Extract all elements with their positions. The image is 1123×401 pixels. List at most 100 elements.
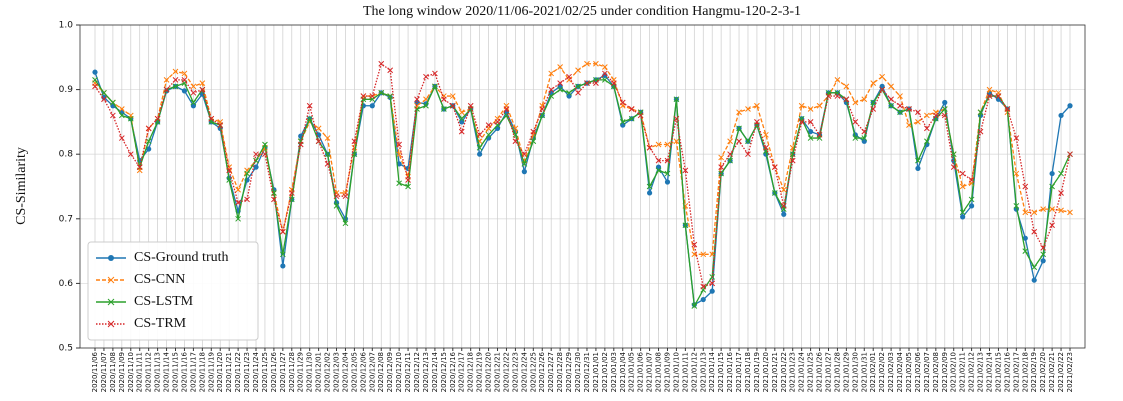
- point: [262, 141, 268, 148]
- point: [458, 128, 465, 135]
- point: [539, 106, 546, 112]
- point: [682, 222, 689, 229]
- point: [414, 96, 420, 103]
- point: [199, 80, 206, 86]
- point: [1058, 170, 1064, 177]
- point: [575, 83, 581, 90]
- point: [521, 161, 528, 167]
- point: [950, 151, 957, 158]
- point: [235, 215, 241, 222]
- x-tick-label: 2021/01/19: [753, 352, 761, 392]
- point: [1058, 112, 1064, 119]
- point: [861, 96, 868, 103]
- x-tick-label: 2020/12/11: [404, 352, 412, 392]
- point: [306, 102, 313, 109]
- point: [816, 131, 823, 138]
- x-tick-label: 2020/12/20: [485, 352, 493, 392]
- point: [485, 131, 492, 138]
- point: [253, 164, 259, 170]
- point: [351, 138, 358, 145]
- x-tick-label: 2020/12/13: [422, 352, 430, 392]
- x-tick-label: 2020/12/09: [386, 352, 394, 392]
- point: [915, 157, 921, 164]
- x-tick-label: 2020/12/16: [449, 351, 457, 392]
- point: [342, 193, 349, 200]
- point: [700, 283, 707, 290]
- point: [655, 141, 662, 148]
- chart-title: The long window 2020/11/06-2021/02/25 un…: [363, 4, 801, 19]
- point: [915, 119, 921, 125]
- point: [780, 186, 787, 193]
- point: [127, 115, 134, 122]
- point: [959, 170, 966, 177]
- point: [1040, 206, 1047, 212]
- point: [548, 70, 555, 77]
- point: [476, 131, 483, 138]
- point: [288, 190, 295, 196]
- point: [110, 112, 116, 119]
- point: [1040, 258, 1046, 264]
- x-tick-label: 2020/11/09: [118, 352, 126, 392]
- x-tick-label: 2021/01/08: [655, 352, 663, 392]
- point: [709, 288, 715, 294]
- point: [1022, 248, 1029, 254]
- point: [1022, 235, 1028, 241]
- x-tick-label: 2020/12/08: [377, 352, 385, 392]
- point: [280, 263, 286, 269]
- x-tick-label: 2020/12/21: [494, 352, 502, 392]
- x-tick-label: 2021/02/16: [1003, 351, 1011, 392]
- point: [798, 102, 805, 109]
- point: [253, 151, 259, 158]
- x-tick-label: 2020/11/12: [145, 352, 153, 392]
- point: [396, 151, 402, 158]
- point: [279, 251, 286, 258]
- x-tick-label: 2020/11/30: [306, 352, 314, 392]
- x-tick-label: 2021/01/26: [816, 351, 824, 392]
- point: [1067, 103, 1073, 109]
- x-tick-label: 2021/01/28: [833, 352, 841, 392]
- point: [1031, 228, 1038, 235]
- point: [306, 115, 313, 122]
- point: [557, 80, 563, 86]
- point: [1022, 183, 1029, 190]
- point: [1040, 251, 1047, 258]
- point: [575, 67, 581, 74]
- point: [163, 86, 170, 93]
- point: [324, 151, 331, 158]
- legend-label: CS-CNN: [134, 272, 185, 287]
- point: [977, 128, 984, 135]
- point: [969, 203, 975, 209]
- point: [646, 144, 653, 151]
- point: [253, 157, 259, 164]
- point: [1058, 190, 1064, 196]
- point: [870, 99, 877, 106]
- x-tick-label: 2021/02/22: [1057, 352, 1065, 392]
- point: [172, 77, 179, 83]
- legend-label: CS-TRM: [134, 316, 187, 331]
- point: [727, 157, 733, 164]
- point: [369, 93, 376, 99]
- legend-marker: [108, 255, 114, 261]
- point: [852, 135, 859, 141]
- x-tick-label: 2021/01/20: [762, 352, 770, 392]
- point: [637, 112, 644, 119]
- point: [664, 170, 671, 177]
- point: [602, 77, 608, 83]
- x-tick-label: 2021/01/31: [860, 352, 868, 392]
- point: [861, 135, 868, 141]
- point: [467, 102, 474, 109]
- point: [387, 67, 394, 74]
- legend-box: [87, 241, 259, 341]
- x-tick-label: 2021/02/15: [994, 352, 1002, 392]
- point: [458, 109, 465, 116]
- point: [226, 167, 233, 174]
- point: [190, 83, 197, 90]
- y-tick-label: 0.6: [59, 279, 74, 289]
- x-tick-label: 2020/12/01: [315, 352, 323, 392]
- x-tick-label: 2020/12/24: [520, 351, 528, 392]
- x-tick-label: 2021/01/04: [619, 351, 627, 392]
- point: [888, 96, 894, 103]
- point: [118, 112, 125, 119]
- x-tick-label: 2021/02/10: [950, 352, 958, 392]
- point: [915, 109, 921, 116]
